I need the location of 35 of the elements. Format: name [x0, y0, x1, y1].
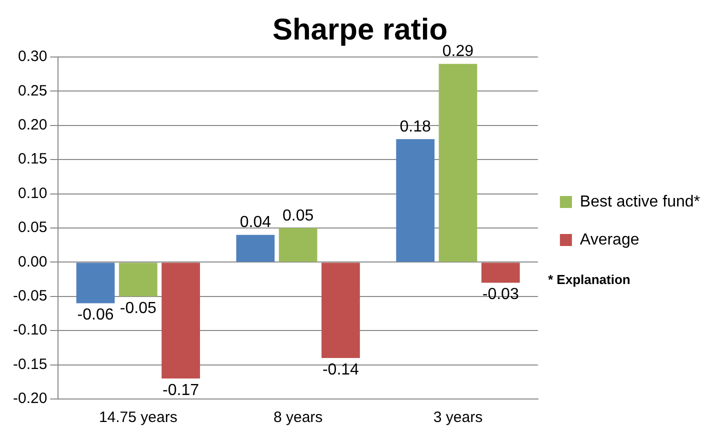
y-tick-label: 0.20	[18, 116, 48, 134]
y-tick-label: -0.20	[12, 390, 48, 408]
data-label: 0.29	[442, 43, 474, 60]
bar	[236, 234, 275, 262]
x-tick-label: 14.75 years	[98, 409, 178, 426]
legend-label: Average	[580, 231, 640, 248]
x-tick-label: 8 years	[273, 409, 323, 426]
bar	[322, 262, 360, 358]
y-tick-label: -0.10	[12, 322, 48, 339]
y-tick-label: 0.15	[18, 150, 48, 168]
data-label: -0.17	[162, 382, 200, 399]
y-tick-label: 0.10	[18, 184, 48, 202]
y-tick-label: -0.05	[12, 288, 48, 305]
y-tick-label: 0.00	[18, 253, 48, 270]
data-label: 0.05	[282, 207, 314, 224]
data-label: 0.04	[240, 214, 272, 232]
x-tick-label: 3 years	[433, 409, 483, 426]
data-label: -0.14	[322, 361, 360, 378]
data-label: -0.05	[120, 300, 156, 317]
y-tick-label: -0.15	[12, 356, 48, 373]
bar	[481, 262, 520, 283]
bar	[438, 64, 478, 262]
bar	[162, 262, 200, 378]
y-tick-label: 0.30	[18, 48, 48, 66]
data-label: -0.06	[77, 306, 114, 324]
bar	[396, 139, 435, 262]
data-label: -0.03	[482, 286, 519, 304]
data-label: 0.18	[400, 118, 431, 136]
text: * Explanation	[548, 272, 630, 287]
y-tick-label: 0.05	[18, 219, 48, 236]
bar	[278, 228, 318, 262]
bar	[118, 262, 158, 296]
bar	[76, 262, 115, 304]
y-tick-label: 0.25	[18, 82, 48, 100]
legend-label: Best active fund*	[580, 193, 700, 210]
